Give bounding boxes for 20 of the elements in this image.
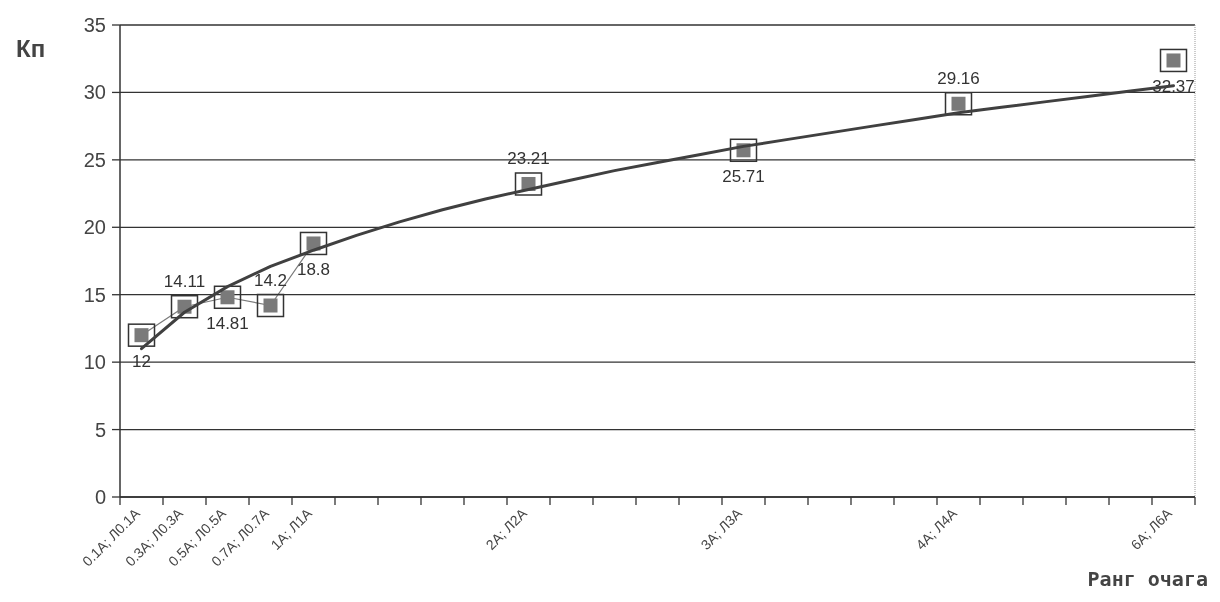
x-tick-label: 6A; Л6A (1127, 504, 1176, 553)
data-label: 14.2 (253, 270, 288, 290)
y-tick-label: 10 (83, 351, 106, 374)
y-tick-label: 35 (83, 14, 106, 36)
x-axis-title: Ранг очага (1087, 567, 1208, 591)
y-tick-label: 25 (83, 148, 106, 171)
x-tick-label: 4A; Л4A (912, 504, 961, 553)
x-tick-label: 3A; Л3A (697, 504, 746, 553)
x-tick-label: 2A; Л2A (482, 504, 531, 553)
data-label: 25.71 (722, 167, 765, 187)
data-label: 29.16 (937, 68, 980, 88)
data-label: 18.8 (296, 260, 331, 280)
y-tick-label: 15 (83, 283, 106, 306)
y-tick-label: 20 (83, 216, 106, 239)
data-label: 14.81 (206, 314, 249, 334)
y-tick-label: 0 (94, 486, 106, 508)
y-tick-label: 30 (83, 81, 106, 104)
data-label: 14.11 (163, 271, 206, 291)
y-tick-label: 5 (94, 418, 106, 441)
y-axis-title: Кп (16, 35, 46, 62)
